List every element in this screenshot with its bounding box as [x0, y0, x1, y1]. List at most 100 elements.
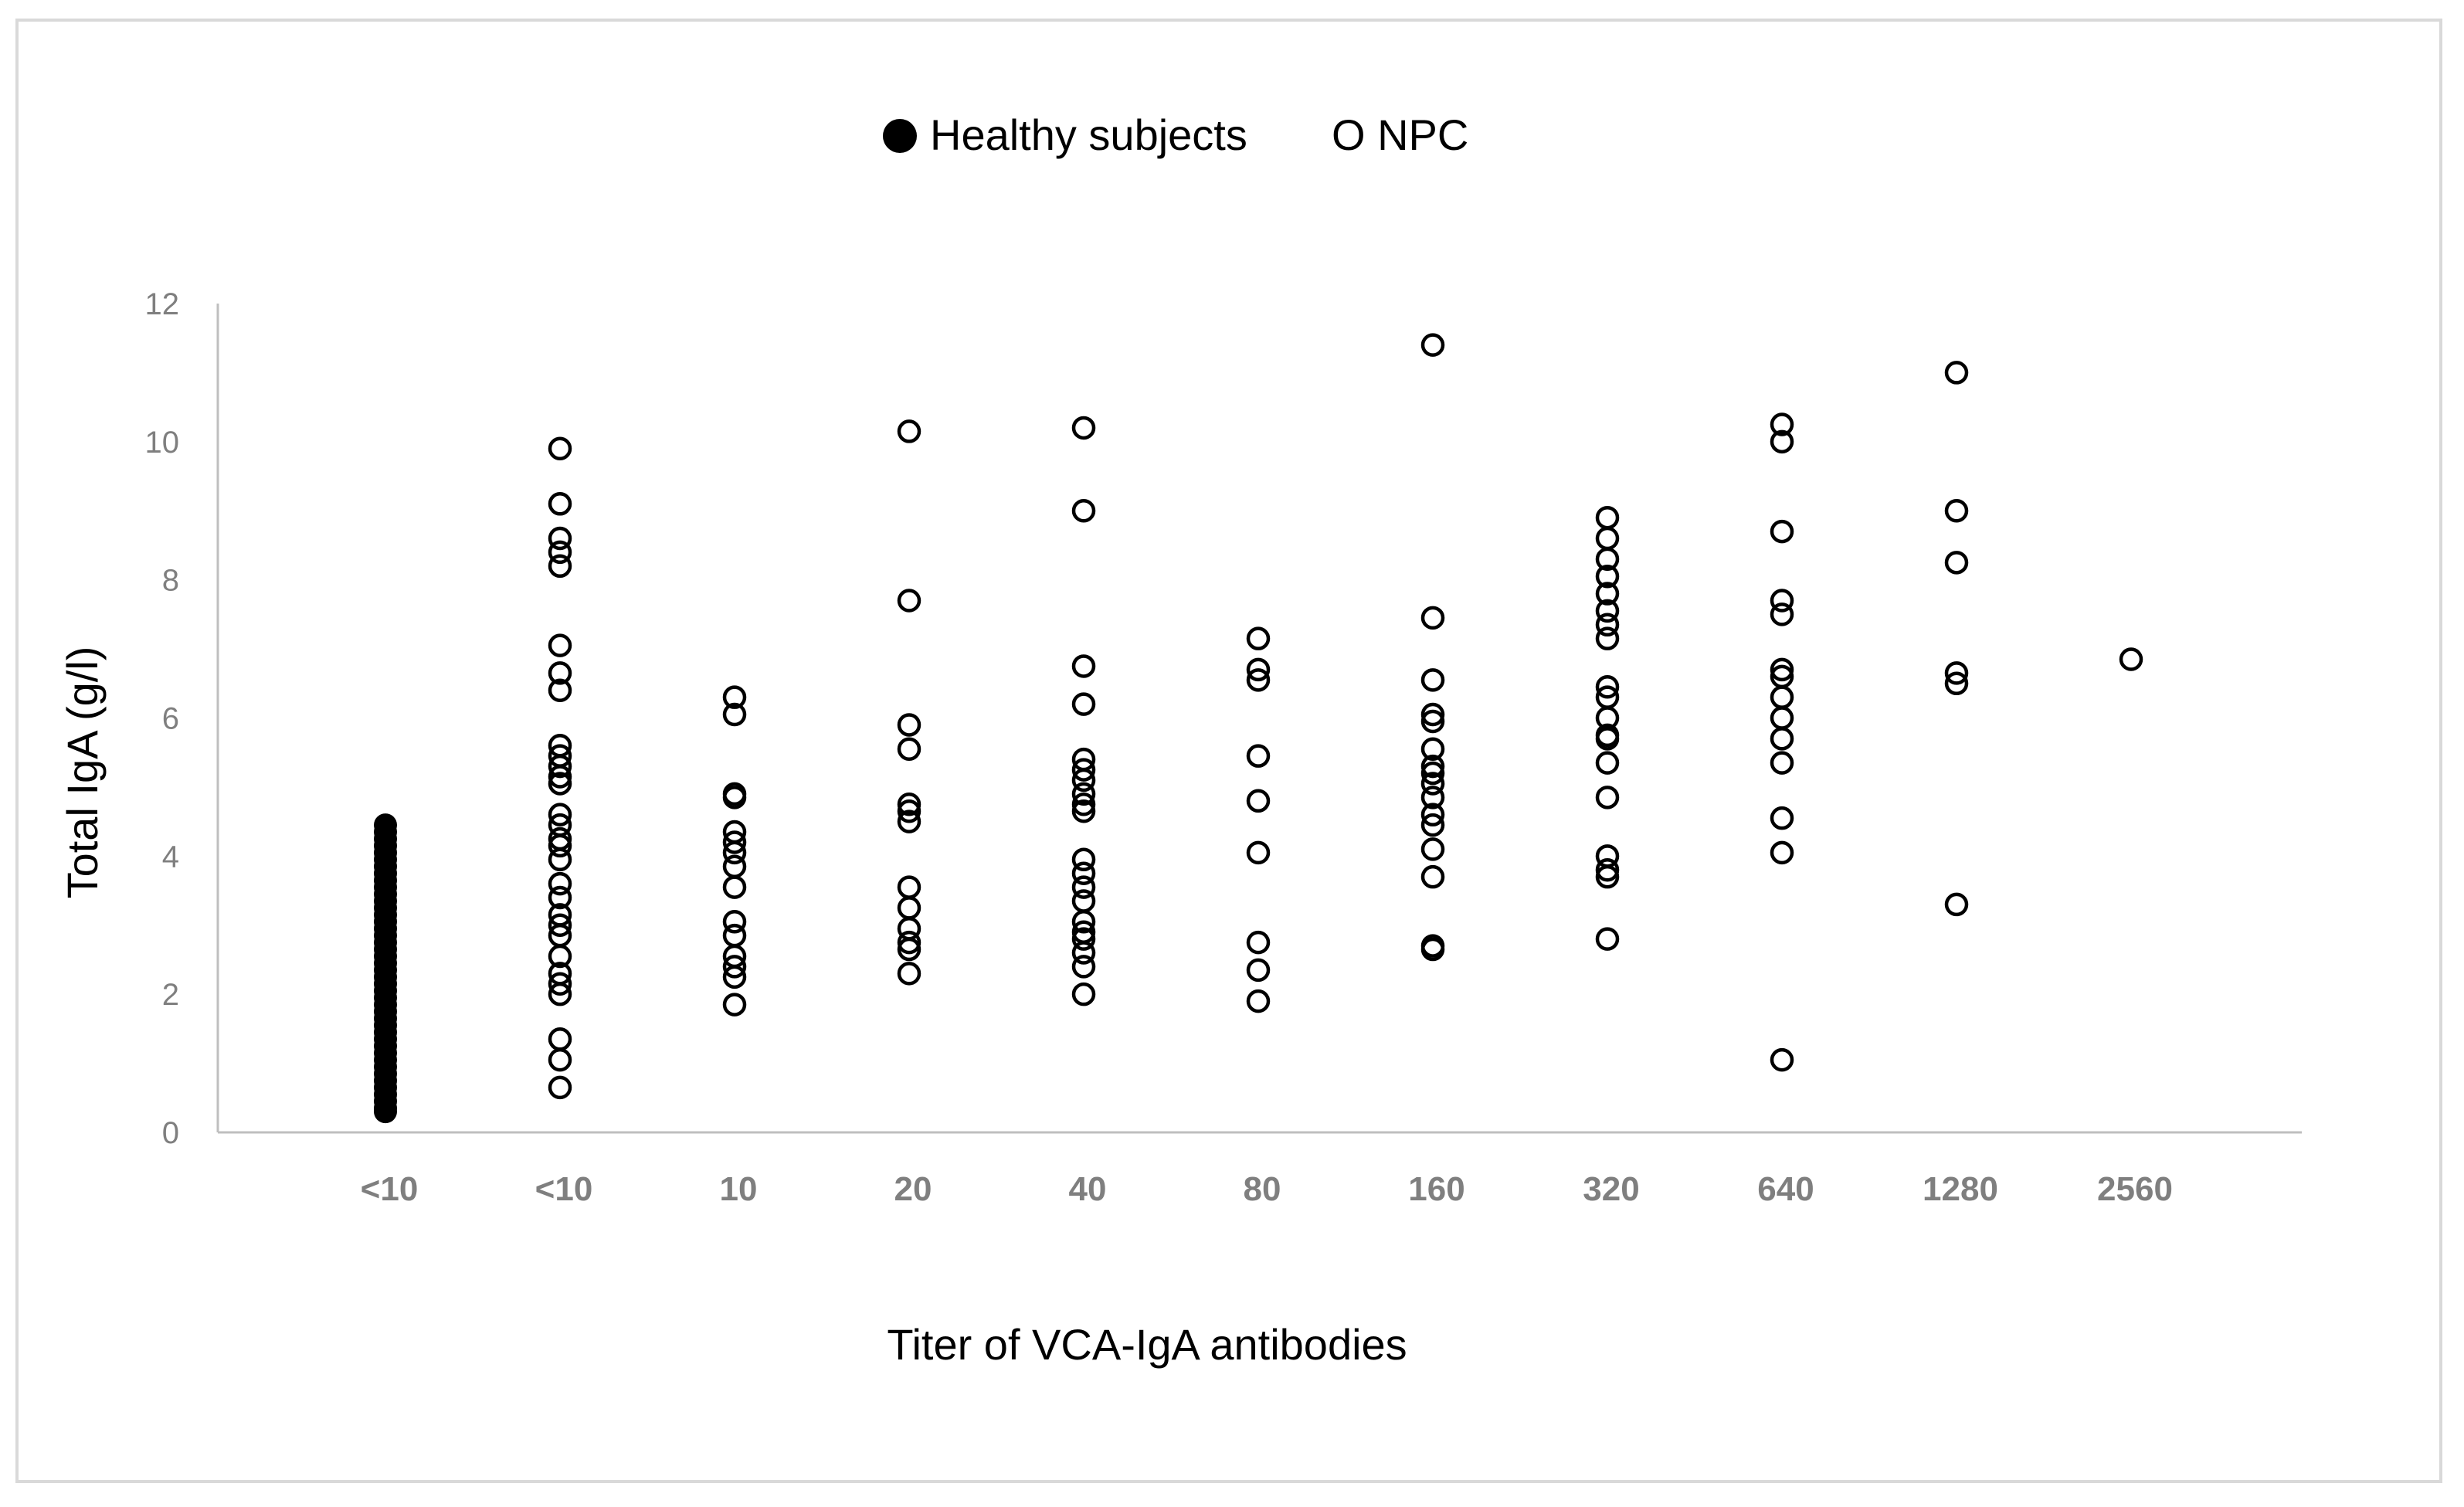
- npc-point: [1944, 671, 1969, 696]
- npc-point: [897, 793, 921, 816]
- npc-point: [897, 875, 921, 899]
- npc-point: [1420, 702, 1445, 727]
- npc-point: [548, 972, 572, 996]
- npc-point: [1595, 526, 1620, 551]
- legend-npc-label: O NPC: [1332, 110, 1468, 159]
- npc-point: [1770, 706, 1794, 730]
- npc-point: [722, 910, 747, 934]
- npc-point: [1246, 958, 1271, 983]
- y-axis-ticks: 0 2 4 6 8 10 12: [145, 287, 180, 1150]
- npc-point: [1071, 793, 1096, 816]
- npc-point: [1770, 589, 1794, 613]
- npc-point: [722, 993, 747, 1017]
- chart-frame: [15, 19, 2442, 1483]
- npc-point: [1595, 727, 1620, 751]
- npc-point: [1071, 768, 1096, 793]
- npc-point: [1071, 782, 1096, 806]
- npc-point: [1420, 837, 1445, 861]
- npc-point: [1071, 927, 1096, 951]
- npc-point: [1071, 416, 1096, 440]
- npc-point: [1770, 727, 1794, 751]
- npc-point: [1770, 751, 1794, 775]
- npc-point: [897, 962, 921, 986]
- npc-point: [722, 786, 747, 810]
- npc-point: [1595, 626, 1620, 650]
- npc-point: [548, 436, 572, 461]
- x-tick-label: 320: [1583, 1170, 1639, 1208]
- npc-point: [1770, 412, 1794, 436]
- npc-point: [1770, 1047, 1794, 1072]
- npc-point: [1595, 857, 1620, 882]
- npc-point: [1944, 892, 1969, 917]
- npc-point: [1595, 864, 1620, 889]
- legend-healthy-marker: [883, 119, 917, 153]
- x-tick-label: 80: [1244, 1170, 1281, 1208]
- npc-point: [1944, 361, 1969, 385]
- x-tick-label: 160: [1408, 1170, 1464, 1208]
- x-tick-label: 20: [894, 1170, 932, 1208]
- npc-point: [548, 871, 572, 896]
- npc-point: [548, 754, 572, 779]
- npc-point: [897, 713, 921, 737]
- npc-point: [1420, 803, 1445, 826]
- npc-point: [1071, 889, 1096, 913]
- npc-point: [722, 840, 747, 865]
- npc-series: [548, 333, 2143, 1100]
- npc-point: [1420, 786, 1445, 810]
- npc-point: [1071, 758, 1096, 782]
- npc-point: [897, 937, 921, 962]
- npc-point: [1071, 941, 1096, 965]
- npc-point: [1420, 864, 1445, 889]
- npc-point: [1595, 564, 1620, 589]
- npc-point: [1246, 840, 1271, 865]
- npc-point: [897, 589, 921, 613]
- npc-point: [1770, 685, 1794, 709]
- npc-point: [548, 885, 572, 910]
- npc-point: [897, 930, 921, 955]
- npc-point: [1420, 737, 1445, 761]
- npc-point: [1246, 989, 1271, 1013]
- npc-point: [1770, 519, 1794, 544]
- npc-point: [1420, 754, 1445, 779]
- npc-point: [897, 419, 921, 443]
- npc-point: [1944, 499, 1969, 523]
- npc-point: [1770, 840, 1794, 865]
- npc-point: [548, 661, 572, 685]
- npc-point: [1420, 606, 1445, 630]
- x-tick-label: 1280: [1923, 1170, 1998, 1208]
- npc-point: [548, 847, 572, 872]
- npc-point: [722, 965, 747, 989]
- npc-point: [1595, 599, 1620, 623]
- y-tick-label: 2: [162, 978, 179, 1012]
- legend: Healthy subjects O NPC: [883, 110, 1468, 159]
- npc-point: [1071, 847, 1096, 872]
- npc-point: [1071, 955, 1096, 979]
- healthy-series: [374, 813, 397, 1124]
- npc-point: [548, 913, 572, 937]
- npc-point: [1595, 751, 1620, 775]
- npc-point: [1071, 982, 1096, 1006]
- y-tick-label: 4: [162, 840, 179, 874]
- legend-healthy-label: Healthy subjects: [930, 110, 1247, 159]
- npc-point: [548, 1047, 572, 1072]
- npc-point: [1770, 429, 1794, 454]
- x-tick-label: 2560: [2097, 1170, 2173, 1208]
- npc-point: [1246, 789, 1271, 813]
- npc-point: [1770, 657, 1794, 682]
- npc-point: [897, 737, 921, 761]
- npc-point: [548, 554, 572, 579]
- npc-point: [722, 830, 747, 854]
- y-tick-label: 12: [145, 287, 180, 321]
- npc-point: [1071, 861, 1096, 885]
- npc-point: [1420, 761, 1445, 786]
- npc-point: [1246, 657, 1271, 682]
- npc-point: [1595, 505, 1620, 530]
- y-axis-title: Total IgA (g/l): [58, 647, 107, 899]
- x-axis-title: Titer of VCA-IgA antibodies: [887, 1320, 1407, 1369]
- npc-point: [1420, 668, 1445, 692]
- npc-point: [1071, 499, 1096, 523]
- npc-point: [1944, 551, 1969, 575]
- npc-point: [548, 944, 572, 969]
- npc-point: [1595, 927, 1620, 951]
- npc-point: [722, 854, 747, 878]
